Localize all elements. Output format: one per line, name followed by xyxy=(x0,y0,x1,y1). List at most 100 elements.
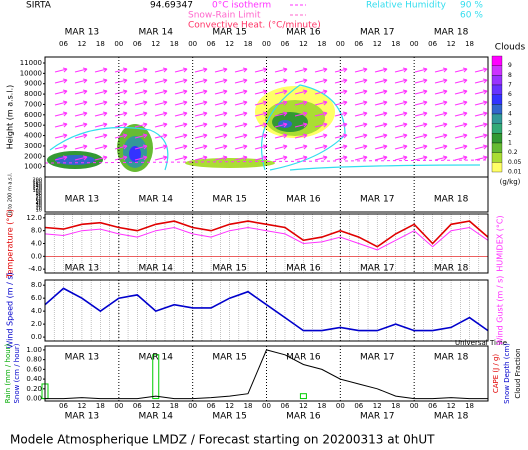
colorbar-swatch xyxy=(491,104,503,115)
hour-label: 18 xyxy=(391,402,400,410)
date-label: MAR 14 xyxy=(139,195,174,205)
wind-arrow xyxy=(434,78,448,84)
hour-label: 06 xyxy=(354,40,363,48)
hour-label: 12 xyxy=(151,402,160,410)
y-tick-label: 140 xyxy=(32,184,42,190)
wind-arrow xyxy=(174,144,188,150)
colorbar-label: 1 xyxy=(508,140,512,147)
y-tick-label: 0.0 xyxy=(31,252,42,260)
wind-arrow xyxy=(294,144,308,150)
wind-arrow xyxy=(374,122,388,128)
date-label: MAR 13 xyxy=(65,412,100,422)
hour-label: 12 xyxy=(225,402,234,410)
panel-frame xyxy=(44,279,489,342)
wind-arrow xyxy=(454,78,468,84)
wind-arrow xyxy=(214,144,228,150)
wind-arrow xyxy=(414,100,428,106)
hour-label: 18 xyxy=(391,40,400,48)
wind-arrow xyxy=(54,133,68,139)
wind-arrow xyxy=(234,144,248,150)
wind-arrow xyxy=(334,122,348,128)
date-label: MAR 17 xyxy=(360,353,395,363)
date-label: MAR 16 xyxy=(286,264,321,274)
colorbar-swatch xyxy=(491,133,503,144)
wind-arrow xyxy=(154,144,168,150)
series-line xyxy=(44,220,489,248)
wind-arrow xyxy=(274,144,288,150)
date-label: MAR 18 xyxy=(434,412,469,422)
wind-arrow xyxy=(454,67,468,73)
y-tick-label: 30 xyxy=(36,203,42,209)
wind-arrow xyxy=(154,89,168,95)
y-tick-label: 10 xyxy=(36,208,42,214)
wind-arrow xyxy=(434,122,448,128)
wind-arrow xyxy=(434,67,448,73)
y-tick-label: -4.0 xyxy=(28,265,42,273)
date-label: MAR 15 xyxy=(212,195,247,205)
wind-arrow xyxy=(94,111,108,117)
wind-arrow xyxy=(134,100,148,106)
wind-arrow xyxy=(314,122,328,128)
y-axis-label: Up to 200 m a.s.l. xyxy=(8,172,14,217)
y-axis-label: Snow (cm / hour) xyxy=(13,343,21,403)
colorbar-label: 9 xyxy=(508,62,512,69)
time-label: Universal Time xyxy=(455,339,507,347)
hour-label: 06 xyxy=(207,40,216,48)
coords: 94.69347 xyxy=(150,1,193,11)
hour-label: 00 xyxy=(188,402,197,410)
wind-arrow xyxy=(194,133,208,139)
y-tick-label: 8000 xyxy=(24,90,42,98)
wind-arrow xyxy=(274,78,288,84)
wind-arrow xyxy=(134,78,148,84)
wind-arrow xyxy=(474,122,488,128)
hour-label: 00 xyxy=(336,40,345,48)
wind-arrow xyxy=(294,155,308,161)
wind-arrow xyxy=(234,100,248,106)
y-tick-label: 80 xyxy=(36,193,42,199)
date-label: MAR 15 xyxy=(212,264,247,274)
wind-arrow xyxy=(374,67,388,73)
wind-arrow xyxy=(174,133,188,139)
hour-label: 06 xyxy=(59,40,68,48)
wind-arrow xyxy=(354,133,368,139)
hour-label: 00 xyxy=(410,40,419,48)
wind-arrow xyxy=(354,111,368,117)
hour-label: 18 xyxy=(170,40,179,48)
colorbar-swatch xyxy=(491,152,503,163)
date-label: MAR 18 xyxy=(434,195,469,205)
colorbar-label: 7 xyxy=(508,82,512,89)
wind-arrow xyxy=(394,133,408,139)
colorbar-label: 0.2 xyxy=(508,149,518,156)
wind-arrow xyxy=(394,67,408,73)
wind-arrow xyxy=(114,144,128,150)
wind-arrow xyxy=(214,133,228,139)
hour-label: 00 xyxy=(262,40,271,48)
hour-label: 00 xyxy=(188,40,197,48)
wind-arrow xyxy=(314,100,328,106)
footer: Modele Atmospherique LMDZ / Forecast sta… xyxy=(10,433,435,447)
wind-arrow xyxy=(314,78,328,84)
y-axis-label-right: CAPE (J / g) xyxy=(492,354,500,394)
colorbar-label: 3 xyxy=(508,120,512,127)
wind-arrow xyxy=(54,122,68,128)
panel-frame xyxy=(44,213,489,274)
wind-arrow xyxy=(134,155,148,161)
y-tick-label: 160 xyxy=(32,182,42,188)
date-label: MAR 17 xyxy=(360,264,395,274)
y-tick-label: 8.0 xyxy=(31,281,42,289)
date-label: MAR 15 xyxy=(212,28,247,38)
wind-arrow xyxy=(474,78,488,84)
y-tick-label: 100 xyxy=(32,188,42,194)
colorbar-swatch xyxy=(491,142,503,153)
hour-label: 12 xyxy=(299,40,308,48)
wind-arrow xyxy=(334,111,348,117)
wind-arrow xyxy=(94,89,108,95)
y-axis-label: Wind Speed (m / s) xyxy=(6,272,15,348)
wind-arrow xyxy=(314,144,328,150)
wind-arrow xyxy=(234,89,248,95)
rh-60: 60 % xyxy=(460,11,483,21)
wind-arrow xyxy=(434,155,448,161)
wind-arrow xyxy=(354,89,368,95)
wind-arrow xyxy=(114,111,128,117)
date-label: MAR 13 xyxy=(65,28,100,38)
